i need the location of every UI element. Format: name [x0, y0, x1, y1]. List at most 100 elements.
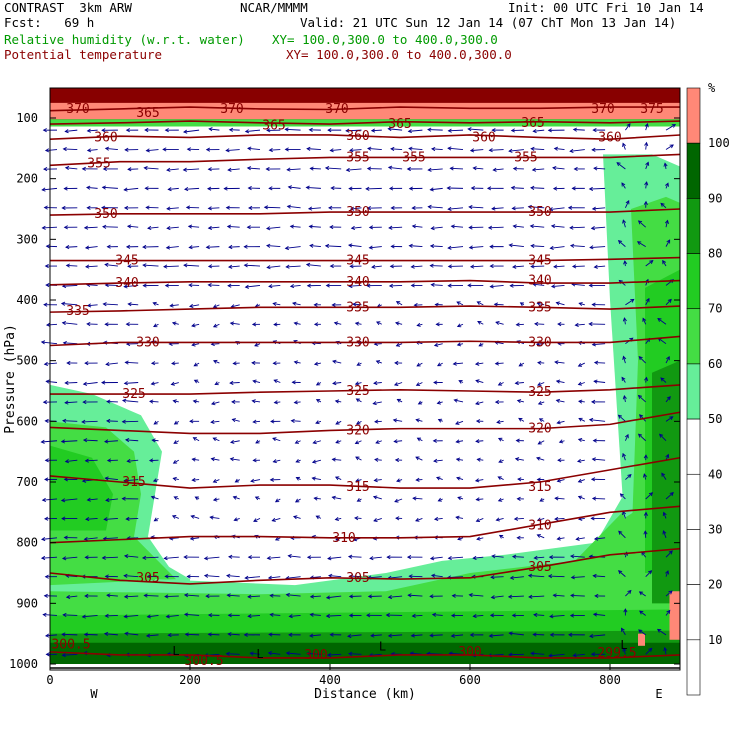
wind-arrowhead [43, 593, 48, 598]
wind-arrowhead [568, 632, 573, 637]
wind-vector [167, 207, 179, 210]
wind-arrowhead [163, 264, 168, 269]
wind-arrowhead [42, 128, 47, 133]
y-tick-label: 900 [16, 596, 38, 610]
wind-vector [250, 652, 261, 655]
wind-arrowhead [406, 166, 411, 172]
wind-vector [625, 299, 635, 306]
wind-vector [245, 576, 261, 579]
wind-vector [388, 595, 403, 598]
wind-arrowhead [232, 495, 238, 500]
wind-arrowhead [452, 361, 457, 366]
wind-vector [371, 129, 382, 132]
wind-vector [213, 304, 220, 308]
wind-vector [62, 420, 78, 422]
wind-arrowhead [274, 536, 280, 541]
wind-arrowhead [517, 477, 522, 482]
wind-arrowhead [147, 225, 152, 231]
wind-vector [476, 498, 484, 501]
wind-arrowhead [411, 224, 417, 229]
wind-arrowhead [148, 458, 154, 463]
wind-arrowhead [668, 550, 673, 555]
wind-arrowhead [289, 224, 295, 229]
wind-arrowhead [621, 376, 626, 381]
wind-vector [624, 434, 629, 441]
wind-arrowhead [185, 205, 191, 210]
wind-arrowhead [64, 459, 70, 464]
wind-vector [62, 322, 78, 325]
wind-vector [270, 614, 281, 616]
wind-arrowhead [162, 147, 167, 152]
wind-arrowhead [293, 321, 298, 326]
wind-arrowhead [447, 556, 452, 561]
wind-arrowhead [101, 205, 106, 210]
wind-vector [469, 206, 484, 209]
wind-arrowhead [617, 414, 623, 419]
wind-arrowhead [588, 417, 594, 423]
wind-arrowhead [437, 362, 442, 367]
wind-arrowhead [290, 418, 295, 423]
wind-arrowhead [396, 478, 401, 483]
wind-arrowhead [447, 264, 452, 269]
wind-arrowhead [149, 399, 154, 404]
contour-label: 345 [346, 254, 369, 269]
wind-arrowhead [549, 245, 554, 251]
wind-arrowhead [123, 594, 129, 599]
wind-arrowhead [592, 438, 597, 443]
wind-arrowhead [145, 148, 150, 153]
wind-vector [127, 225, 139, 228]
wind-vector [124, 615, 139, 618]
wind-vector [388, 576, 403, 579]
wind-vector [166, 246, 179, 249]
wind-vector [192, 458, 200, 461]
wind-arrowhead [81, 478, 87, 483]
wind-vector [230, 322, 240, 325]
wind-vector [456, 477, 464, 481]
wind-arrowhead [191, 457, 196, 462]
wind-vector [624, 200, 630, 208]
wind-arrowhead [85, 264, 90, 269]
wind-arrowhead [415, 456, 420, 461]
wind-arrowhead [233, 517, 238, 522]
wind-arrowhead [532, 128, 537, 134]
wind-vector [290, 225, 301, 228]
wind-arrowhead [430, 282, 435, 287]
wind-arrowhead [247, 614, 252, 619]
wind-vector [415, 517, 423, 522]
wind-vector [288, 186, 301, 189]
wind-vector [594, 167, 606, 170]
wind-arrowhead [530, 146, 535, 151]
wind-vector [448, 556, 464, 559]
wind-vector [645, 123, 648, 131]
wind-arrowhead [306, 651, 311, 656]
wind-vector [234, 517, 240, 521]
wind-vector [310, 245, 321, 248]
wind-vector [551, 225, 565, 228]
contour-label: 320 [528, 422, 551, 437]
wind-arrowhead [166, 206, 171, 211]
wind-vector [192, 343, 200, 346]
wind-vector [557, 420, 565, 424]
wind-arrowhead [508, 652, 513, 657]
wind-arrowhead [436, 476, 441, 481]
wind-arrowhead [618, 570, 623, 575]
wind-arrowhead [455, 421, 460, 425]
wind-vector [492, 555, 504, 558]
wind-arrowhead [285, 651, 291, 656]
contour-label: 350 [528, 205, 551, 220]
wind-arrowhead [306, 283, 312, 288]
wind-arrowhead [272, 301, 277, 307]
wind-arrowhead [354, 381, 360, 386]
wind-arrowhead [537, 400, 543, 405]
wind-vector [314, 362, 321, 365]
wind-arrowhead [207, 225, 213, 230]
wind-vector [274, 379, 281, 383]
wind-arrowhead [312, 440, 317, 445]
wind-arrowhead [571, 186, 576, 191]
wind-arrowhead [594, 593, 599, 599]
wind-arrowhead [637, 394, 643, 399]
wind-arrowhead [64, 129, 69, 134]
wind-arrowhead [225, 148, 230, 153]
wind-arrowhead [308, 224, 313, 229]
wind-arrowhead [556, 536, 561, 541]
